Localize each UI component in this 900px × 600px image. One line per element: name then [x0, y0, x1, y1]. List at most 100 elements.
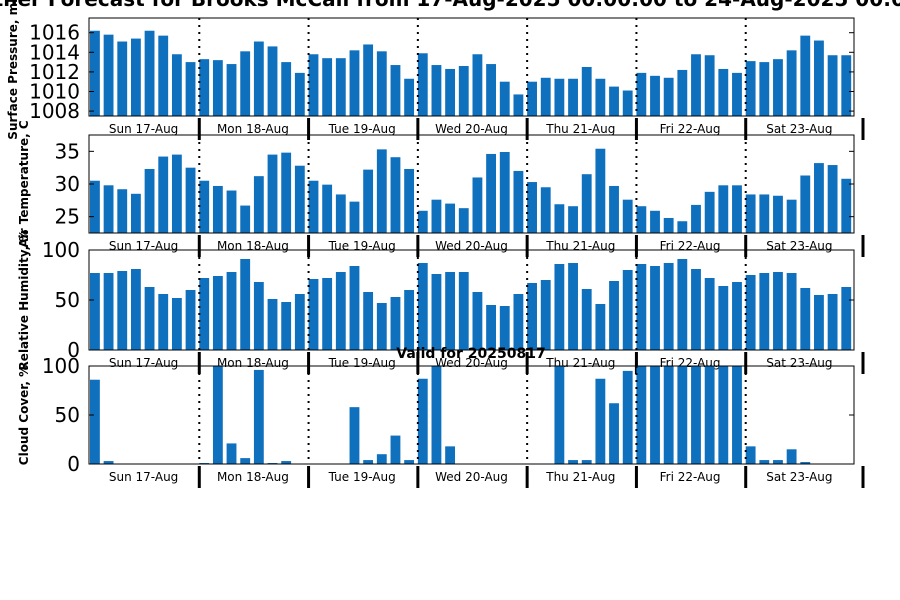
- bar: [677, 221, 688, 233]
- bar: [773, 195, 783, 233]
- bar: [759, 62, 770, 116]
- bar: [595, 78, 606, 116]
- bar: [581, 289, 592, 350]
- bar: [349, 50, 360, 116]
- bar: [240, 458, 251, 464]
- x-day-label: Sun 17-Aug: [109, 470, 178, 484]
- bar: [117, 41, 128, 116]
- bar: [841, 178, 852, 233]
- bar: [677, 259, 688, 350]
- bar: [281, 461, 292, 464]
- bar: [308, 54, 319, 116]
- bar: [540, 187, 551, 233]
- plot-frame: [88, 17, 855, 117]
- chart-panel-2: 25 30 35 Sun 17-Aug Mon 18-Aug Tue 19-Aug Wed …: [17, 120, 865, 257]
- bar: [745, 446, 756, 464]
- bar: [240, 51, 251, 116]
- bar: [636, 206, 647, 233]
- bar: [349, 407, 360, 464]
- bar: [691, 366, 701, 464]
- bar: [376, 51, 387, 116]
- bar: [609, 281, 619, 350]
- bar: [745, 275, 756, 350]
- bar: [609, 86, 619, 116]
- bar: [363, 169, 374, 233]
- y-tick-label: 1014: [29, 40, 80, 64]
- x-day-label: Thu 21-Aug: [545, 239, 615, 253]
- bar: [144, 168, 155, 233]
- bar: [390, 435, 401, 464]
- bar: [732, 366, 742, 464]
- bar: [827, 165, 838, 233]
- bar: [240, 205, 251, 233]
- y-tick-label: 25: [55, 205, 80, 229]
- bar: [568, 206, 578, 233]
- bar: [158, 294, 169, 350]
- bar: [704, 191, 715, 233]
- bar: [226, 190, 237, 233]
- bar: [376, 454, 387, 464]
- x-day-label: Sat 23-Aug: [766, 122, 832, 136]
- bar: [704, 55, 715, 116]
- bar: [212, 366, 223, 464]
- bar: [417, 263, 428, 350]
- y-axis-label: Air Temperature, C: [17, 120, 31, 248]
- bar: [294, 165, 305, 233]
- bar: [663, 217, 674, 233]
- bar: [253, 282, 264, 350]
- bar: [376, 149, 387, 233]
- bar: [185, 62, 196, 116]
- x-day-label: Tue 19-Aug: [328, 356, 396, 370]
- bar: [171, 154, 182, 233]
- x-day-label: Mon 18-Aug: [217, 239, 289, 253]
- bar: [472, 292, 483, 350]
- bar: [335, 194, 346, 233]
- y-tick-label: 50: [55, 288, 80, 312]
- bar: [691, 269, 701, 350]
- bar: [363, 460, 374, 464]
- bar: [144, 30, 155, 116]
- bar: [417, 210, 428, 233]
- x-day-label: Fri 22-Aug: [660, 470, 721, 484]
- bar: [431, 274, 442, 350]
- bar: [226, 64, 237, 116]
- bar: [390, 157, 401, 233]
- bar: [349, 201, 360, 233]
- figure-title: Weather Forecast for Brooks McCall from …: [0, 0, 900, 11]
- bar: [622, 199, 633, 233]
- y-axis-label: Relative Humidity, %: [17, 230, 31, 371]
- bar: [759, 194, 770, 233]
- bar: [650, 366, 660, 464]
- bar: [404, 168, 415, 233]
- y-tick-label: 100: [42, 354, 80, 378]
- bar: [404, 460, 415, 464]
- bar: [212, 276, 223, 350]
- x-day-label: Mon 18-Aug: [217, 122, 289, 136]
- y-tick-label: 1010: [29, 80, 80, 104]
- bar: [568, 263, 578, 350]
- bar: [445, 203, 456, 233]
- bar: [691, 204, 701, 233]
- bar: [294, 72, 305, 116]
- bar: [759, 273, 770, 350]
- chart-panel-3: 0 50 100 Sun 17-Aug Mon 18-Aug Tue 19-Aug Wed …: [17, 230, 865, 374]
- bar: [335, 272, 346, 350]
- bar: [212, 185, 223, 233]
- bar: [513, 94, 524, 116]
- bar: [513, 170, 524, 233]
- bar: [786, 50, 797, 116]
- bar: [732, 72, 742, 116]
- bar: [281, 152, 292, 233]
- bar: [281, 62, 292, 116]
- bar: [650, 210, 660, 233]
- bar: [800, 288, 811, 350]
- y-tick-label: 30: [55, 172, 80, 196]
- bar: [540, 77, 551, 116]
- x-day-label: Tue 19-Aug: [328, 239, 396, 253]
- bar: [527, 182, 537, 233]
- bar: [130, 38, 141, 116]
- bar: [117, 271, 128, 350]
- bar: [773, 272, 783, 350]
- bar: [486, 64, 496, 116]
